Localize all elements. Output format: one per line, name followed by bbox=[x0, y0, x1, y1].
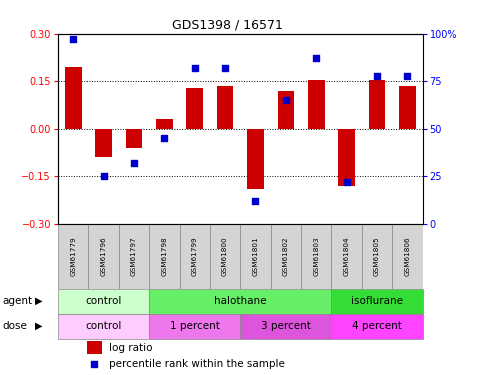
Text: GSM61806: GSM61806 bbox=[404, 236, 411, 276]
Bar bbox=[399, 86, 416, 129]
Bar bbox=[301, 224, 331, 289]
Point bbox=[373, 72, 381, 78]
Text: control: control bbox=[85, 296, 122, 306]
Bar bbox=[369, 80, 385, 129]
Point bbox=[252, 198, 259, 204]
Bar bbox=[338, 129, 355, 186]
Bar bbox=[241, 314, 331, 339]
Text: GSM61802: GSM61802 bbox=[283, 236, 289, 276]
Text: ▶: ▶ bbox=[35, 321, 43, 331]
Point bbox=[191, 65, 199, 71]
Text: log ratio: log ratio bbox=[109, 343, 153, 353]
Bar bbox=[65, 67, 82, 129]
Bar bbox=[149, 224, 180, 289]
Text: GSM61805: GSM61805 bbox=[374, 236, 380, 276]
Text: GSM61803: GSM61803 bbox=[313, 236, 319, 276]
Point bbox=[221, 65, 229, 71]
Text: GSM61798: GSM61798 bbox=[161, 236, 167, 276]
Point bbox=[130, 160, 138, 166]
Bar bbox=[210, 224, 241, 289]
Text: GSM61801: GSM61801 bbox=[253, 236, 258, 276]
Point bbox=[343, 179, 351, 185]
Text: dose: dose bbox=[2, 321, 28, 331]
Text: percentile rank within the sample: percentile rank within the sample bbox=[109, 359, 285, 369]
Text: GSM61797: GSM61797 bbox=[131, 236, 137, 276]
Point bbox=[404, 72, 412, 78]
Bar bbox=[331, 289, 423, 314]
Text: GDS1398 / 16571: GDS1398 / 16571 bbox=[171, 19, 283, 32]
Point bbox=[99, 173, 107, 179]
Text: ▶: ▶ bbox=[35, 296, 43, 306]
Point bbox=[282, 97, 290, 103]
Bar bbox=[362, 224, 392, 289]
Bar bbox=[95, 129, 112, 157]
Bar bbox=[241, 224, 270, 289]
Point bbox=[91, 361, 99, 367]
Bar bbox=[87, 341, 102, 354]
Point bbox=[69, 36, 77, 42]
Text: agent: agent bbox=[2, 296, 32, 306]
Bar bbox=[126, 129, 142, 148]
Bar bbox=[247, 129, 264, 189]
Text: GSM61799: GSM61799 bbox=[192, 236, 198, 276]
Text: halothane: halothane bbox=[214, 296, 267, 306]
Text: GSM61796: GSM61796 bbox=[100, 236, 107, 276]
Bar bbox=[119, 224, 149, 289]
Text: 3 percent: 3 percent bbox=[261, 321, 311, 331]
Bar bbox=[331, 224, 362, 289]
Bar bbox=[58, 224, 88, 289]
Bar bbox=[308, 80, 325, 129]
Text: GSM61779: GSM61779 bbox=[70, 236, 76, 276]
Point bbox=[313, 56, 320, 62]
Text: GSM61800: GSM61800 bbox=[222, 236, 228, 276]
Bar bbox=[270, 224, 301, 289]
Bar bbox=[392, 224, 423, 289]
Text: 1 percent: 1 percent bbox=[170, 321, 220, 331]
Point bbox=[160, 135, 168, 141]
Bar bbox=[331, 314, 423, 339]
Text: GSM61804: GSM61804 bbox=[343, 236, 350, 276]
Text: control: control bbox=[85, 321, 122, 331]
Bar bbox=[149, 289, 331, 314]
Bar bbox=[278, 91, 294, 129]
Bar bbox=[58, 314, 149, 339]
Bar bbox=[156, 119, 173, 129]
Bar bbox=[88, 224, 119, 289]
Bar bbox=[186, 87, 203, 129]
Bar bbox=[149, 314, 241, 339]
Bar bbox=[58, 289, 149, 314]
Text: 4 percent: 4 percent bbox=[352, 321, 402, 331]
Bar bbox=[180, 224, 210, 289]
Text: isoflurane: isoflurane bbox=[351, 296, 403, 306]
Bar bbox=[217, 86, 233, 129]
